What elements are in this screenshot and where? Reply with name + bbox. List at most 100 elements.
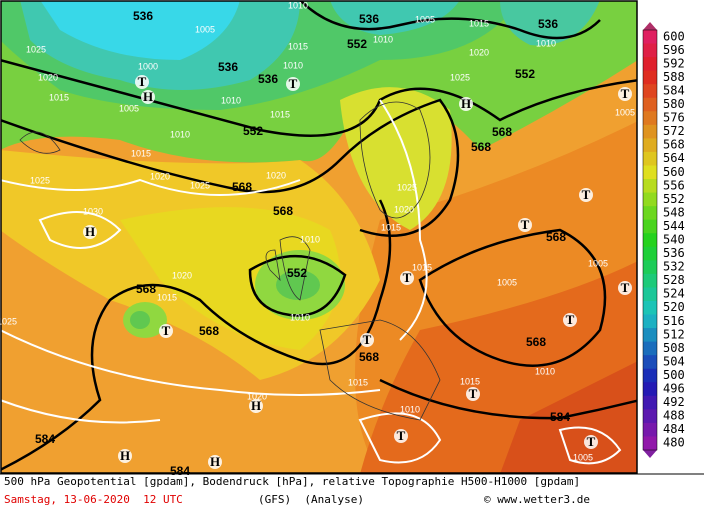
contour-label: 568	[526, 335, 546, 349]
colorbar-label: 596	[663, 43, 685, 57]
pressure-center-badge	[579, 188, 593, 202]
colorbar-cap	[643, 22, 657, 30]
isobar-label: 1010	[300, 234, 320, 244]
isobar-label: 1020	[172, 270, 192, 280]
colorbar-cell	[643, 422, 657, 437]
pressure-center: T	[138, 74, 147, 89]
isobar-label: 1015	[131, 148, 151, 158]
colorbar-cell	[643, 382, 657, 397]
isobar-label: 1020	[266, 170, 286, 180]
pressure-center: T	[363, 332, 372, 347]
isobar-label: 1015	[412, 262, 432, 272]
colorbar-cell	[643, 70, 657, 85]
colorbar-cell	[643, 328, 657, 343]
contour-label: 568	[136, 282, 156, 296]
contour-label: 584	[35, 432, 55, 446]
colorbar-cell	[643, 355, 657, 370]
pressure-center-badge	[584, 435, 598, 449]
pressure-center: T	[582, 187, 591, 202]
colorbar-frame	[642, 29, 658, 451]
pressure-center-badge	[618, 281, 632, 295]
isobar-label: 1015	[270, 109, 290, 119]
contour-label: 536	[133, 9, 153, 23]
colorbar-cell	[643, 138, 657, 153]
footer-description: 500 hPa Geopotential [gpdam], Bodendruck…	[4, 475, 580, 488]
colorbar-cell	[643, 314, 657, 329]
colorbar-cell	[643, 287, 657, 302]
colorbar-cell	[643, 233, 657, 248]
colorbar-label: 552	[663, 192, 685, 206]
contour-label: 568	[232, 180, 252, 194]
isobar-label: 1020	[150, 171, 170, 181]
colorbar-cell	[643, 84, 657, 99]
colorbar-cell	[643, 111, 657, 126]
colorbar-cell	[643, 273, 657, 288]
colorbar-cell	[643, 409, 657, 424]
colorbar-cell	[643, 43, 657, 58]
pressure-center: H	[143, 89, 153, 104]
colorbar-cell	[643, 368, 657, 383]
colorbar-label: 572	[663, 124, 685, 138]
pressure-center-badge	[286, 77, 300, 91]
isobar-label: 1025	[397, 182, 417, 192]
isobar-label: 1025	[26, 44, 46, 54]
colorbar-label: 540	[663, 233, 685, 247]
colorbar-cell	[643, 124, 657, 139]
isobar-label: 1010	[288, 0, 308, 10]
pressure-center-badge	[618, 87, 632, 101]
colorbar-cell	[643, 206, 657, 221]
isobar-label: 1005	[195, 24, 215, 34]
colorbar-cell	[643, 300, 657, 316]
contour-label: 568	[199, 324, 219, 338]
pressure-center-badge	[83, 225, 97, 239]
pressure-center-badge	[249, 399, 263, 413]
colorbar-label: 516	[663, 314, 685, 328]
colorbar-label: 588	[663, 70, 685, 84]
colorbar-label: 480	[663, 436, 685, 450]
colorbar-label: 508	[663, 341, 685, 355]
isobar-label: 1010	[283, 60, 303, 70]
pressure-center: H	[251, 398, 261, 413]
pressure-center-badge	[394, 429, 408, 443]
colorbar-cell	[643, 436, 657, 451]
pressure-center-badge	[518, 218, 532, 232]
pressure-center: H	[210, 454, 220, 469]
colorbar-label: 484	[663, 422, 685, 436]
isobar-label: 1010	[536, 38, 556, 48]
isobar-label: 1015	[381, 222, 401, 232]
colorbar-cell	[643, 219, 657, 234]
isobar-label: 1005	[415, 14, 435, 24]
colorbar-label: 520	[663, 300, 685, 314]
colorbar-cell	[643, 260, 657, 275]
contour-label: 584	[170, 464, 190, 478]
pressure-center: T	[621, 86, 630, 101]
colorbar-cap	[643, 450, 657, 458]
isobar-label: 1025	[450, 72, 470, 82]
pressure-center-badge	[360, 333, 374, 347]
contour-label: 568	[359, 350, 379, 364]
colorbar-cell	[643, 179, 657, 194]
colorbar-label: 568	[663, 138, 685, 152]
pressure-center-badge	[466, 387, 480, 401]
isobar-label: 1015	[288, 41, 308, 51]
pressure-center: H	[85, 224, 95, 239]
isobar-label: 1010	[373, 34, 393, 44]
colorbar-cell	[643, 97, 657, 112]
map-frame	[0, 0, 638, 474]
isobar-label: 1015	[348, 377, 368, 387]
colorbar-label: 584	[663, 83, 685, 97]
contour-label: 536	[359, 12, 379, 26]
colorbar-cell	[643, 151, 657, 166]
isobar-label: 1005	[573, 452, 593, 462]
colorbar-label: 492	[663, 395, 685, 409]
colorbar-label: 504	[663, 354, 685, 368]
isobar-label: 1025	[0, 316, 17, 326]
colorbar-cell	[643, 57, 657, 72]
footer-copyright: © www.wetter3.de	[484, 493, 590, 506]
pressure-center: T	[289, 76, 298, 91]
colorbar-cell	[643, 341, 657, 356]
pressure-center-badge	[459, 97, 473, 111]
colorbar-label: 528	[663, 273, 685, 287]
pressure-center: T	[403, 270, 412, 285]
